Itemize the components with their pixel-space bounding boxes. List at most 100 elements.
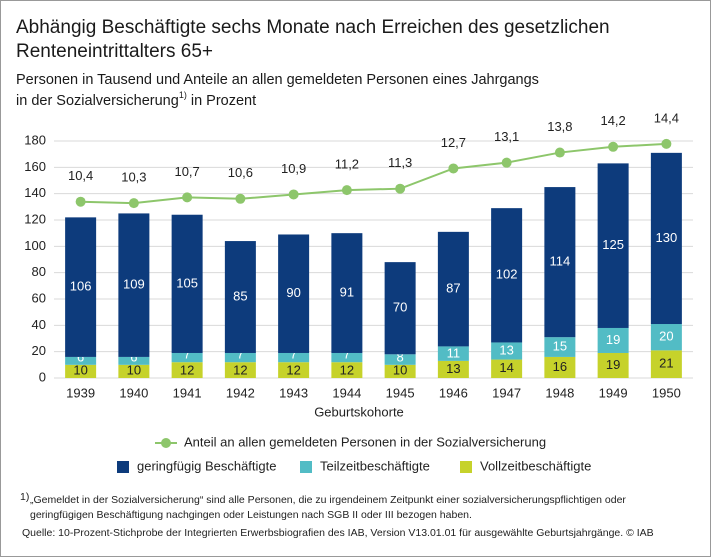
y-tick-label: 40 <box>32 317 46 332</box>
x-tick-label: 1946 <box>439 385 468 400</box>
bar-segment <box>384 262 416 355</box>
bar-segment <box>224 362 256 378</box>
data-label: 19 <box>606 332 620 347</box>
bar-segment <box>171 352 203 363</box>
bar-segment <box>224 352 256 363</box>
data-label: 7 <box>290 347 297 362</box>
x-tick-label: 1942 <box>226 385 255 400</box>
x-tick-label: 1949 <box>599 385 628 400</box>
bar-segment <box>331 233 363 353</box>
bar-segment <box>384 354 416 365</box>
line-point <box>128 198 139 209</box>
legend-label: Anteil an allen gemeldeten Personen in d… <box>184 434 546 449</box>
chart-subtitle: in der Sozialversicherung1) in Prozent <box>16 90 256 108</box>
data-label: 90 <box>286 285 300 300</box>
data-label: 10,9 <box>281 161 306 176</box>
data-label: 105 <box>176 275 198 290</box>
data-label: 10 <box>73 362 87 377</box>
footnote-marker: 1) <box>20 491 29 503</box>
footnote: geringfügigen Beschäftigung nachgingen o… <box>30 509 472 521</box>
x-tick-label: 1945 <box>386 385 415 400</box>
data-label: 12 <box>233 362 247 377</box>
bar-segment <box>224 241 256 353</box>
bar-segment <box>118 213 150 357</box>
data-label: 14,4 <box>654 110 679 125</box>
bar-segment <box>65 356 97 365</box>
data-label: 13 <box>446 361 460 376</box>
line-point <box>75 196 86 207</box>
y-tick-label: 20 <box>32 343 46 358</box>
legend-marker <box>161 438 171 448</box>
data-label: 125 <box>602 237 624 252</box>
line-point <box>501 157 512 168</box>
bar-segment <box>384 364 416 378</box>
chart-title: Renteneintrittalters 65+ <box>16 41 213 62</box>
data-label: 16 <box>553 359 567 374</box>
data-label: 10,7 <box>174 164 199 179</box>
data-label: 10 <box>127 362 141 377</box>
bar-segment <box>650 350 682 378</box>
bar-segment <box>278 234 310 353</box>
bar-segment <box>331 362 363 378</box>
y-tick-label: 60 <box>32 290 46 305</box>
footnote: „Gemeldet in der Sozialversicherung“ sin… <box>30 494 626 506</box>
line-point <box>661 138 672 149</box>
y-tick-label: 140 <box>24 185 46 200</box>
legend-swatch <box>300 461 312 473</box>
data-label: 21 <box>659 356 673 371</box>
data-label: 114 <box>550 254 571 269</box>
line-point <box>182 192 193 203</box>
line-point <box>448 163 459 174</box>
x-tick-label: 1940 <box>119 385 148 400</box>
data-label: 14,2 <box>600 113 625 128</box>
data-label: 19 <box>606 357 620 372</box>
legend-label: Teilzeitbeschäftigte <box>320 458 430 473</box>
data-label: 11,2 <box>335 157 359 172</box>
line <box>80 142 667 205</box>
bar-segment <box>597 163 629 328</box>
bar-segment <box>491 208 523 343</box>
y-tick-label: 120 <box>24 211 46 226</box>
bar-segment <box>650 324 682 351</box>
legend-label: Vollzeitbeschäftigte <box>480 458 591 473</box>
line-point <box>341 185 352 196</box>
bar-segment <box>278 362 310 378</box>
data-label: 12 <box>340 362 354 377</box>
bar-segment <box>544 356 576 378</box>
legend-swatch <box>460 461 472 473</box>
data-label: 7 <box>343 347 350 362</box>
x-tick-label: 1950 <box>652 385 681 400</box>
data-label: 12,7 <box>441 135 466 150</box>
y-tick-label: 0 <box>39 369 46 384</box>
data-label: 85 <box>233 288 247 303</box>
line-point <box>608 141 619 152</box>
data-label: 8 <box>397 349 404 364</box>
data-label: 106 <box>70 279 92 294</box>
x-tick-label: 1944 <box>332 385 361 400</box>
data-label: 109 <box>123 277 145 292</box>
bar-segment <box>437 231 469 347</box>
x-tick-label: 1939 <box>66 385 95 400</box>
data-label: 10,3 <box>121 170 146 185</box>
data-label: 10,4 <box>68 168 93 183</box>
x-tick-label: 1947 <box>492 385 521 400</box>
bar-segment <box>171 214 203 353</box>
data-label: 15 <box>553 338 567 353</box>
line-point <box>288 189 299 200</box>
bar-segment <box>118 356 150 365</box>
data-label: 13,1 <box>494 129 519 144</box>
data-label: 12 <box>180 362 194 377</box>
bar-segment <box>437 346 469 361</box>
data-label: 10,6 <box>228 165 253 180</box>
legend-swatch <box>117 461 129 473</box>
y-tick-label: 80 <box>32 264 46 279</box>
x-axis-label: Geburtskohorte <box>314 404 404 419</box>
x-tick-label: 1943 <box>279 385 308 400</box>
data-label: 11 <box>447 345 461 360</box>
data-label: 7 <box>184 347 191 362</box>
line-point <box>395 183 406 194</box>
data-label: 11,3 <box>388 155 412 170</box>
data-label: 70 <box>393 300 407 315</box>
data-label: 10 <box>393 362 407 377</box>
